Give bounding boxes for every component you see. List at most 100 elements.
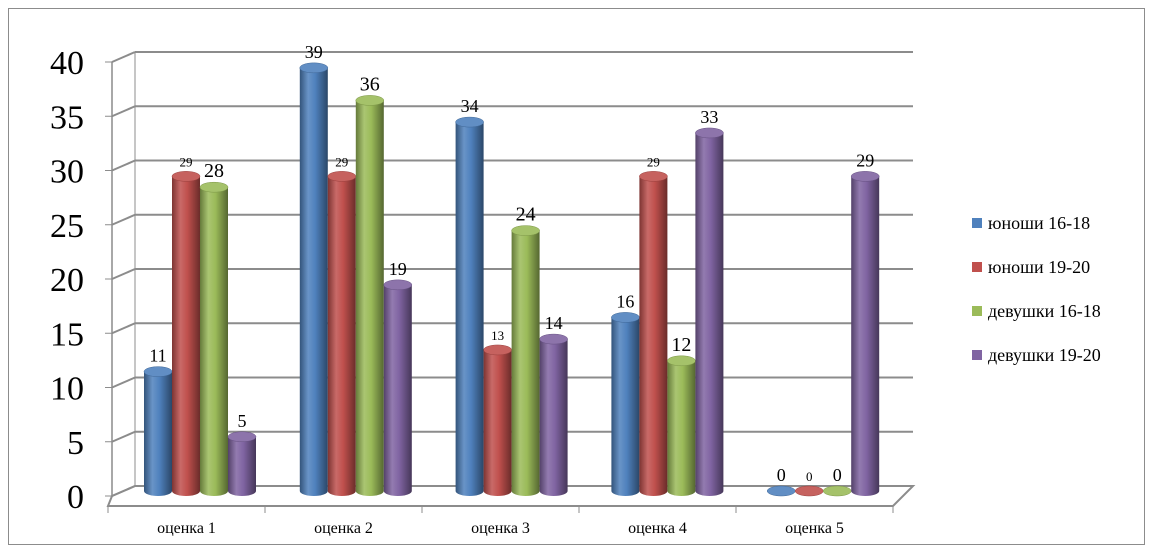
gridline-diagonal-2 [111, 376, 136, 389]
bar-top-3-2 [355, 95, 385, 106]
bar-2-5 [794, 485, 824, 497]
bar-4-4 [695, 127, 724, 497]
x-category-label-2: оценка 2 [314, 520, 373, 537]
floor [106, 485, 916, 507]
bar-3-3 [511, 225, 540, 497]
bar-body-1-4 [611, 317, 640, 497]
legend-label-1: юноши 16-18 [988, 212, 1091, 233]
bar-top-1-2 [299, 62, 329, 74]
bar-body-4-4 [695, 132, 724, 497]
bar-1-2 [299, 62, 329, 497]
bar-3-4 [667, 355, 696, 497]
x-category-label-1: оценка 1 [157, 520, 216, 537]
bar-top-1-5 [766, 485, 796, 497]
data-label-1-4: 16 [616, 291, 634, 311]
bar-top-2-1 [171, 171, 201, 182]
gridline-diagonal-5 [111, 213, 136, 226]
bar-3-1 [199, 181, 229, 496]
bar-body-4-1 [228, 436, 256, 496]
bar-body-2-4 [639, 176, 668, 497]
data-label-2-5: 0 [806, 469, 813, 484]
data-label-4-1: 5 [238, 411, 247, 431]
legend-label-2: юноши 19-20 [988, 256, 1091, 277]
bar-body-2-3 [483, 349, 512, 497]
chart-legend: юноши 16-18 юноши 19-20 девушки 16-18 де… [972, 212, 1147, 388]
data-label-1-3: 34 [461, 96, 479, 116]
data-label-4-3: 14 [545, 313, 563, 333]
data-label-3-4: 12 [671, 334, 691, 356]
data-label-2-3: 13 [491, 328, 504, 343]
bar-top-3-5 [822, 485, 852, 497]
data-label-2-2: 29 [335, 154, 348, 169]
x-category-label-3: оценка 3 [471, 520, 530, 537]
y-tick-label-8: 40 [50, 45, 84, 82]
chart-border [8, 8, 1145, 545]
data-label-3-1: 28 [204, 160, 224, 182]
bar-2-1 [171, 171, 201, 496]
legend-item-2: юноши 19-20 [972, 256, 1147, 278]
legend-label-4: девушки 19-20 [988, 344, 1101, 365]
legend-label-3: девушки 16-18 [988, 300, 1101, 321]
gridline-diagonal-4 [111, 268, 136, 280]
bar-body-3-3 [511, 230, 540, 497]
bar-body-4-5 [851, 176, 880, 497]
bar-3-5 [822, 485, 852, 497]
data-label-3-2: 36 [360, 73, 380, 95]
y-tick-label-1: 5 [67, 425, 84, 462]
bar-body-1-2 [299, 67, 328, 497]
bar-top-2-3 [483, 344, 512, 356]
bar-body-1-3 [455, 122, 484, 497]
gridline-diagonal-8 [111, 51, 136, 63]
gridline-diagonal-1 [111, 430, 136, 443]
bar-body-3-4 [667, 360, 696, 497]
y-tick-label-3: 15 [50, 316, 84, 353]
y-tick-label-0: 0 [67, 479, 84, 516]
bar-1-1 [143, 366, 173, 496]
bar-top-2-2 [327, 171, 357, 182]
bar-top-4-3 [539, 333, 568, 345]
legend-swatch-4 [972, 350, 982, 360]
bar-top-2-5 [794, 485, 824, 497]
bar-1-5 [766, 485, 796, 497]
data-label-2-1: 29 [180, 154, 193, 169]
data-label-2-4: 29 [647, 154, 660, 169]
y-tick-label-6: 30 [50, 154, 84, 191]
bar-body-4-2 [383, 284, 412, 497]
bar-top-4-1 [227, 431, 257, 442]
bar-top-3-3 [511, 225, 540, 236]
data-label-1-5: 0 [777, 465, 786, 485]
bar-1-4 [611, 312, 640, 497]
bar-top-1-3 [455, 116, 484, 128]
bar-body-2-2 [327, 176, 356, 497]
bar-4-1 [227, 431, 257, 496]
bar-top-1-1 [143, 366, 173, 377]
y-tick-label-7: 35 [50, 99, 84, 136]
data-label-4-5: 29 [856, 150, 874, 170]
bar-top-1-4 [611, 312, 640, 323]
data-label-1-2: 39 [305, 42, 323, 62]
y-tick-label-5: 25 [50, 208, 84, 245]
data-label-3-5: 0 [833, 465, 842, 485]
gridline-diagonal-3 [111, 322, 136, 335]
data-label-3-3: 24 [516, 204, 536, 226]
bar-body-4-3 [539, 339, 568, 497]
y-tick-label-2: 10 [50, 371, 84, 408]
data-label-1-1: 11 [149, 346, 166, 366]
bar-top-4-4 [695, 127, 724, 139]
bar-2-4 [639, 171, 668, 497]
bar-3-2 [355, 95, 385, 497]
bar-body-3-1 [200, 187, 228, 496]
legend-swatch-1 [972, 218, 982, 228]
x-category-label-4: оценка 4 [628, 520, 687, 537]
bar-top-4-5 [850, 171, 880, 182]
bar-top-4-2 [383, 279, 413, 291]
bar-2-3 [483, 344, 512, 497]
bar-body-1-1 [144, 371, 172, 496]
bar-body-2-1 [172, 176, 200, 496]
bar-4-2 [383, 279, 413, 497]
bar-2-2 [327, 171, 357, 497]
gridline-diagonal-7 [111, 105, 136, 118]
y-tick-label-4: 20 [50, 262, 84, 299]
